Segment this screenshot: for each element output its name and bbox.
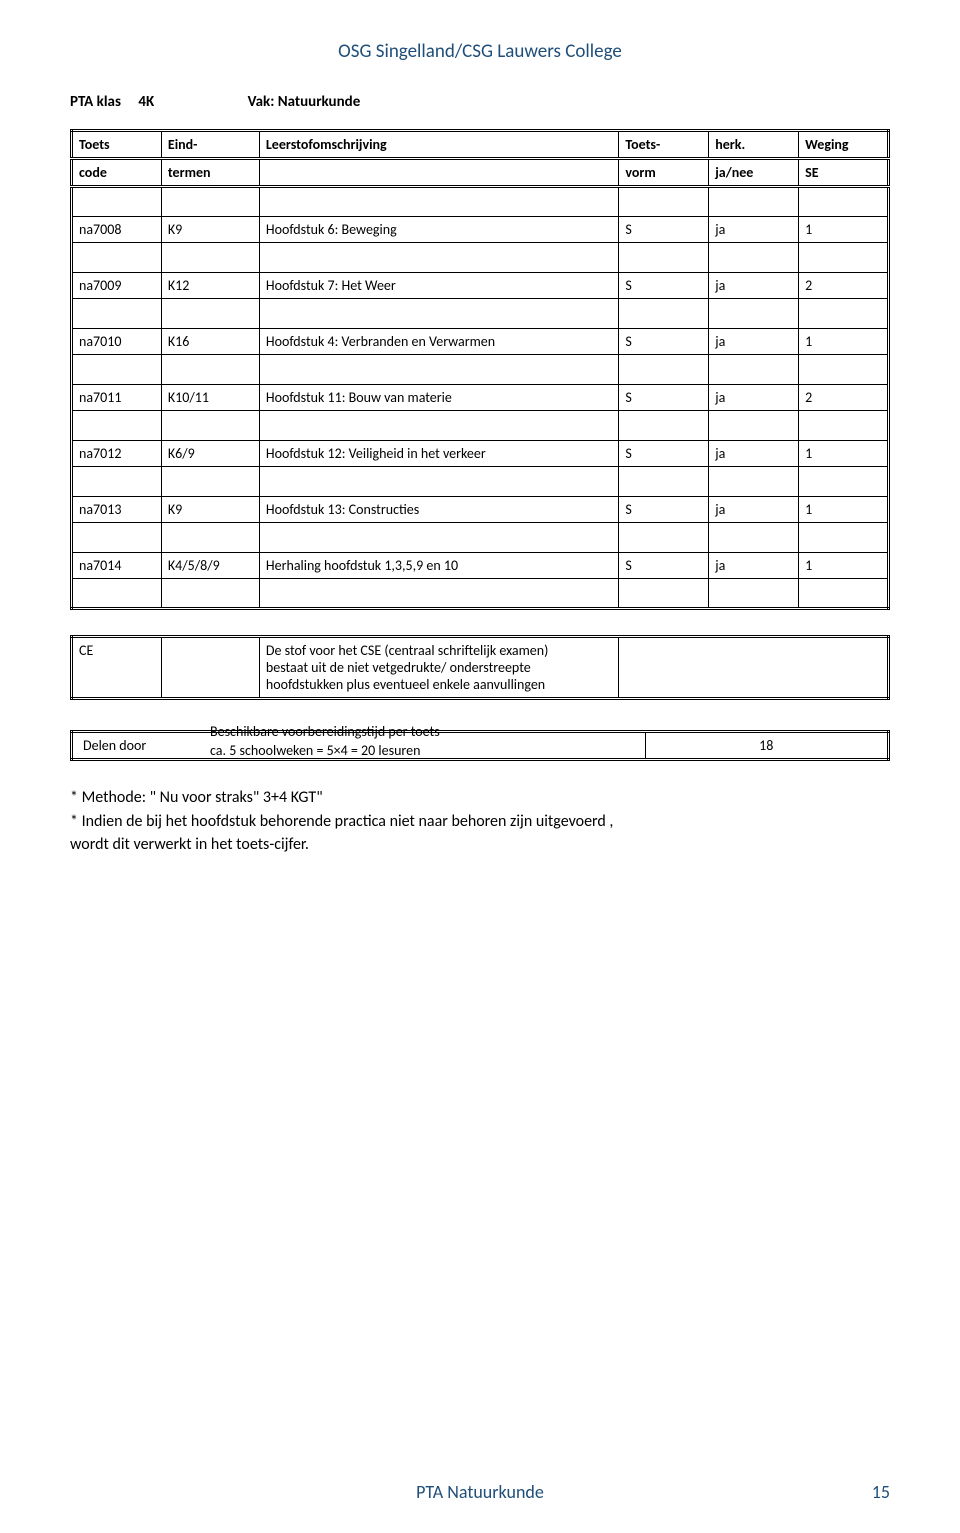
th-vorm: Toets- bbox=[619, 131, 709, 159]
cell-se: 1 bbox=[799, 553, 889, 579]
table-row: na7008K9Hoofdstuk 6: BewegingSja1 bbox=[72, 217, 889, 243]
table-row: na7012K6/9Hoofdstuk 12: Veiligheid in he… bbox=[72, 441, 889, 467]
cell-desc: Herhaling hoofdstuk 1,3,5,9 en 10 bbox=[259, 553, 618, 579]
cell-code: na7009 bbox=[72, 273, 162, 299]
cell-se: 1 bbox=[799, 329, 889, 355]
cell-code: na7014 bbox=[72, 553, 162, 579]
cell-herk: ja bbox=[709, 441, 799, 467]
cell-code: na7010 bbox=[72, 329, 162, 355]
table-row: na7010K16Hoofdstuk 4: Verbranden en Verw… bbox=[72, 329, 889, 355]
cell-se: 1 bbox=[799, 441, 889, 467]
ce-row: CE De stof voor het CSE (centraal schrif… bbox=[72, 637, 889, 699]
cell-term: K16 bbox=[161, 329, 259, 355]
cell-term: K9 bbox=[161, 217, 259, 243]
table-spacer bbox=[72, 187, 889, 217]
note-3: wordt dit verwerkt in het toets-cijfer. bbox=[70, 834, 890, 856]
note-2: * Indien de bij het hoofdstuk behorende … bbox=[70, 811, 890, 833]
cell-desc: Hoofdstuk 12: Veiligheid in het verkeer bbox=[259, 441, 618, 467]
klas-label: PTA klas bbox=[70, 93, 121, 111]
table-head-row1: Toets Eind- Leerstofomschrijving Toets- … bbox=[72, 131, 889, 159]
cell-desc: Hoofdstuk 11: Bouw van materie bbox=[259, 385, 618, 411]
cell-herk: ja bbox=[709, 497, 799, 523]
table-row: na7009K12Hoofdstuk 7: Het WeerSja2 bbox=[72, 273, 889, 299]
cell-code: na7011 bbox=[72, 385, 162, 411]
note-1: * Methode: " Nu voor straks" 3+4 KGT" bbox=[70, 787, 890, 809]
ce-desc: De stof voor het CSE (centraal schriftel… bbox=[259, 637, 618, 699]
th2-vorm: vorm bbox=[619, 159, 709, 187]
page-header: OSG Singelland/CSG Lauwers College bbox=[70, 40, 890, 63]
table-spacer bbox=[72, 467, 889, 497]
th2-se: SE bbox=[799, 159, 889, 187]
table-spacer bbox=[72, 299, 889, 329]
main-table: Toets Eind- Leerstofomschrijving Toets- … bbox=[70, 129, 890, 610]
th-se: Weging bbox=[799, 131, 889, 159]
cell-term: K6/9 bbox=[161, 441, 259, 467]
ce-label: CE bbox=[72, 637, 162, 699]
ce-line2: bestaat uit de niet vetgedrukte/ onderst… bbox=[266, 659, 612, 676]
cell-vorm: S bbox=[619, 329, 709, 355]
cell-vorm: S bbox=[619, 385, 709, 411]
th-term: Eind- bbox=[161, 131, 259, 159]
delen-value: 18 bbox=[645, 732, 888, 760]
footer: PTA Natuurkunde 15 bbox=[0, 1481, 960, 1503]
cell-se: 1 bbox=[799, 497, 889, 523]
table-row: na7013K9Hoofdstuk 13: ConstructiesSja1 bbox=[72, 497, 889, 523]
cell-vorm: S bbox=[619, 217, 709, 243]
th2-term: termen bbox=[161, 159, 259, 187]
cell-desc: Hoofdstuk 6: Beweging bbox=[259, 217, 618, 243]
footer-label: PTA Natuurkunde bbox=[416, 1481, 544, 1503]
table-row: na7014K4/5/8/9Herhaling hoofdstuk 1,3,5,… bbox=[72, 553, 889, 579]
notes-block: * Methode: " Nu voor straks" 3+4 KGT" * … bbox=[70, 787, 890, 856]
table-spacer bbox=[72, 355, 889, 385]
cell-desc: Hoofdstuk 13: Constructies bbox=[259, 497, 618, 523]
cell-term: K10/11 bbox=[161, 385, 259, 411]
cell-desc: Hoofdstuk 7: Het Weer bbox=[259, 273, 618, 299]
vak-label: Vak: Natuurkunde bbox=[248, 93, 361, 111]
cell-vorm: S bbox=[619, 273, 709, 299]
th-desc: Leerstofomschrijving bbox=[259, 131, 618, 159]
cell-code: na7013 bbox=[72, 497, 162, 523]
table-spacer bbox=[72, 523, 889, 553]
table-row: na7011K10/11Hoofdstuk 11: Bouw van mater… bbox=[72, 385, 889, 411]
delen-door-table: Delen door 18 bbox=[70, 730, 890, 761]
meta-line: PTA klas 4K Vak: Natuurkunde bbox=[70, 93, 890, 111]
cell-code: na7008 bbox=[72, 217, 162, 243]
cell-herk: ja bbox=[709, 553, 799, 579]
ce-empty1 bbox=[161, 637, 259, 699]
cell-se: 1 bbox=[799, 217, 889, 243]
ce-line3: hoofdstukken plus eventueel enkele aanvu… bbox=[266, 676, 612, 693]
cell-vorm: S bbox=[619, 441, 709, 467]
table-spacer bbox=[72, 411, 889, 441]
cell-code: na7012 bbox=[72, 441, 162, 467]
cell-term: K12 bbox=[161, 273, 259, 299]
table-spacer bbox=[72, 579, 889, 609]
klas-value: 4K bbox=[138, 93, 154, 111]
delen-door-wrap: Delen door 18 bbox=[70, 730, 890, 761]
cell-term: K4/5/8/9 bbox=[161, 553, 259, 579]
table-spacer bbox=[72, 243, 889, 273]
cell-vorm: S bbox=[619, 553, 709, 579]
th-code: Toets bbox=[72, 131, 162, 159]
ce-line1: De stof voor het CSE (centraal schriftel… bbox=[266, 642, 612, 659]
cell-herk: ja bbox=[709, 217, 799, 243]
cell-term: K9 bbox=[161, 497, 259, 523]
cell-herk: ja bbox=[709, 273, 799, 299]
th2-desc bbox=[259, 159, 618, 187]
ce-empty2 bbox=[619, 637, 889, 699]
ce-table: CE De stof voor het CSE (centraal schrif… bbox=[70, 635, 890, 700]
th-herk: herk. bbox=[709, 131, 799, 159]
th2-code: code bbox=[72, 159, 162, 187]
cell-herk: ja bbox=[709, 385, 799, 411]
th2-herk: ja/nee bbox=[709, 159, 799, 187]
cell-desc: Hoofdstuk 4: Verbranden en Verwarmen bbox=[259, 329, 618, 355]
cell-se: 2 bbox=[799, 385, 889, 411]
cell-se: 2 bbox=[799, 273, 889, 299]
table-body: na7008K9Hoofdstuk 6: BewegingSja1na7009K… bbox=[72, 187, 889, 609]
page-number: 15 bbox=[872, 1481, 890, 1503]
cell-vorm: S bbox=[619, 497, 709, 523]
cell-herk: ja bbox=[709, 329, 799, 355]
table-head-row2: code termen vorm ja/nee SE bbox=[72, 159, 889, 187]
